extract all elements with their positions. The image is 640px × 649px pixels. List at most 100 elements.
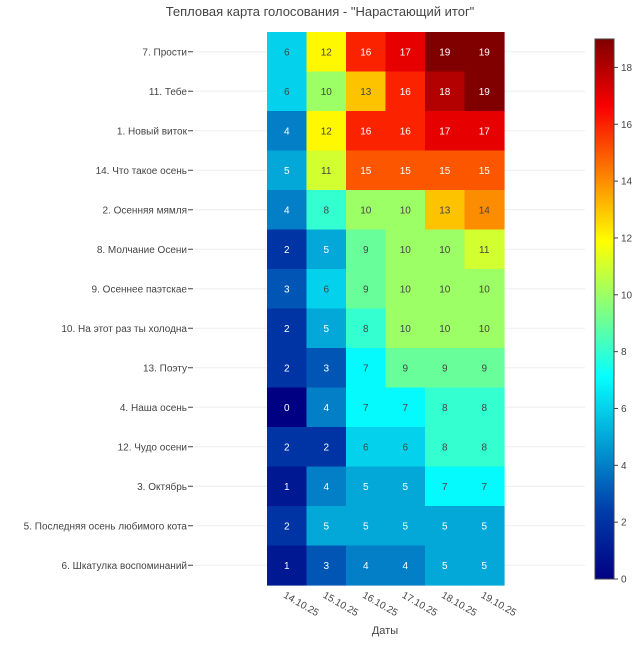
cell-value-label: 2 [323, 442, 329, 453]
heatmap-cell [385, 427, 426, 468]
colorbar-tick-label: 8 [621, 347, 627, 358]
cell-value-label: 15 [400, 166, 412, 177]
cell-value-label: 7 [363, 363, 369, 374]
cell-value-label: 16 [400, 126, 412, 137]
heatmap-cell [425, 150, 466, 191]
cell-value-label: 6 [323, 284, 329, 295]
heatmap-cell [385, 348, 426, 389]
heatmap-cell [464, 229, 505, 270]
colorbar-gradient [594, 38, 615, 580]
heatmap-cell [267, 387, 308, 428]
cell-value-label: 6 [284, 87, 290, 98]
y-tick-label: 2. Осенняя мямля [102, 205, 187, 216]
heatmap-cell [464, 150, 505, 191]
heatmap-cell [425, 32, 466, 73]
heatmap-cell [306, 466, 347, 507]
cell-value-label: 10 [360, 205, 372, 216]
cell-value-label: 19 [439, 47, 451, 58]
x-tick-label: 18.10.25 [439, 590, 479, 619]
heatmap-cell [267, 269, 308, 310]
heatmap-cell [267, 229, 308, 270]
heatmap-cell [425, 466, 466, 507]
heatmap-cell [425, 387, 466, 428]
heatmap-cell [464, 32, 505, 73]
cell-value-label: 8 [323, 205, 329, 216]
cell-value-label: 19 [479, 87, 491, 98]
cell-value-label: 5 [323, 521, 329, 532]
cell-value-label: 11 [479, 245, 490, 256]
heatmap-cell [464, 190, 505, 231]
heatmap-cell [346, 269, 387, 310]
heatmap-cell [464, 111, 505, 152]
cell-value-label: 18 [439, 87, 451, 98]
cell-value-label: 15 [479, 166, 491, 177]
heatmap-cell [425, 111, 466, 152]
heatmap-cell [464, 308, 505, 349]
colorbar-tick-label: 10 [621, 290, 633, 301]
cell-value-label: 7 [363, 403, 369, 414]
heatmap-cell [346, 229, 387, 270]
cell-value-label: 4 [323, 403, 329, 414]
cell-value-label: 8 [442, 403, 448, 414]
heatmap-cell [464, 466, 505, 507]
heatmap-cell [267, 190, 308, 231]
heatmap-cell [346, 308, 387, 349]
cell-value-label: 5 [363, 521, 369, 532]
cell-value-label: 8 [442, 442, 448, 453]
heatmap-cell [385, 308, 426, 349]
cell-value-label: 6 [402, 442, 408, 453]
heatmap-cell [346, 111, 387, 152]
heatmap-cell [306, 190, 347, 231]
colorbar: 0 2 4 6 8 10 12 14 16 18 [594, 38, 633, 586]
cell-value-label: 16 [400, 87, 412, 98]
x-axis-labels: 14.10.25 15.10.25 16.10.25 17.10.25 18.10.25… [281, 590, 518, 619]
cell-value-label: 5 [481, 561, 487, 572]
cell-value-label: 0 [284, 403, 290, 414]
cell-value-label: 3 [323, 363, 329, 374]
chart-title: Тепловая карта голосования - "Нарастающи… [166, 4, 475, 19]
cell-value-label: 5 [284, 166, 290, 177]
heatmap-cell [267, 308, 308, 349]
y-tick-label: 7. Прости [142, 47, 187, 58]
heatmap-cell [346, 387, 387, 428]
heatmap-cell [306, 71, 347, 112]
x-axis-title: Даты [372, 625, 398, 637]
heatmap-cell [464, 545, 505, 586]
heatmap-cell [346, 348, 387, 389]
cell-value-label: 13 [439, 205, 451, 216]
heatmap-cell [385, 111, 426, 152]
heatmap-cell [306, 506, 347, 547]
heatmap-cell [306, 229, 347, 270]
heatmap-cell [385, 71, 426, 112]
cell-value-label: 8 [481, 442, 487, 453]
heatmap-cell [267, 32, 308, 73]
heatmap-cell [385, 466, 426, 507]
cell-value-label: 10 [400, 284, 412, 295]
y-tick-label: 12. Чудо осени [118, 442, 187, 453]
cell-value-label: 2 [284, 245, 290, 256]
x-tick-label: 15.10.25 [321, 590, 361, 619]
cell-value-label: 19 [479, 47, 491, 58]
cell-value-label: 5 [323, 324, 329, 335]
heatmap-cell [306, 427, 347, 468]
cell-value-label: 4 [363, 561, 369, 572]
cell-value-label: 5 [402, 482, 408, 493]
cell-value-label: 14 [479, 205, 491, 216]
colorbar-tick-label: 18 [621, 63, 633, 74]
heatmap-cell [464, 506, 505, 547]
heatmap-cell [306, 308, 347, 349]
heatmap-cell [346, 427, 387, 468]
heatmap-cell [306, 545, 347, 586]
heatmap-cell [306, 32, 347, 73]
y-tick-label: 8. Молчание Осени [97, 245, 187, 256]
heatmap-cell [425, 506, 466, 547]
cell-value-label: 15 [439, 166, 451, 177]
heatmap-cell [464, 71, 505, 112]
heatmap-cell [425, 308, 466, 349]
heatmap-cell [425, 545, 466, 586]
cell-value-label: 1 [284, 482, 290, 493]
heatmap-cell [385, 387, 426, 428]
cell-value-label: 10 [439, 284, 451, 295]
cell-value-label: 10 [479, 324, 491, 335]
colorbar-tick-label: 0 [621, 575, 627, 586]
